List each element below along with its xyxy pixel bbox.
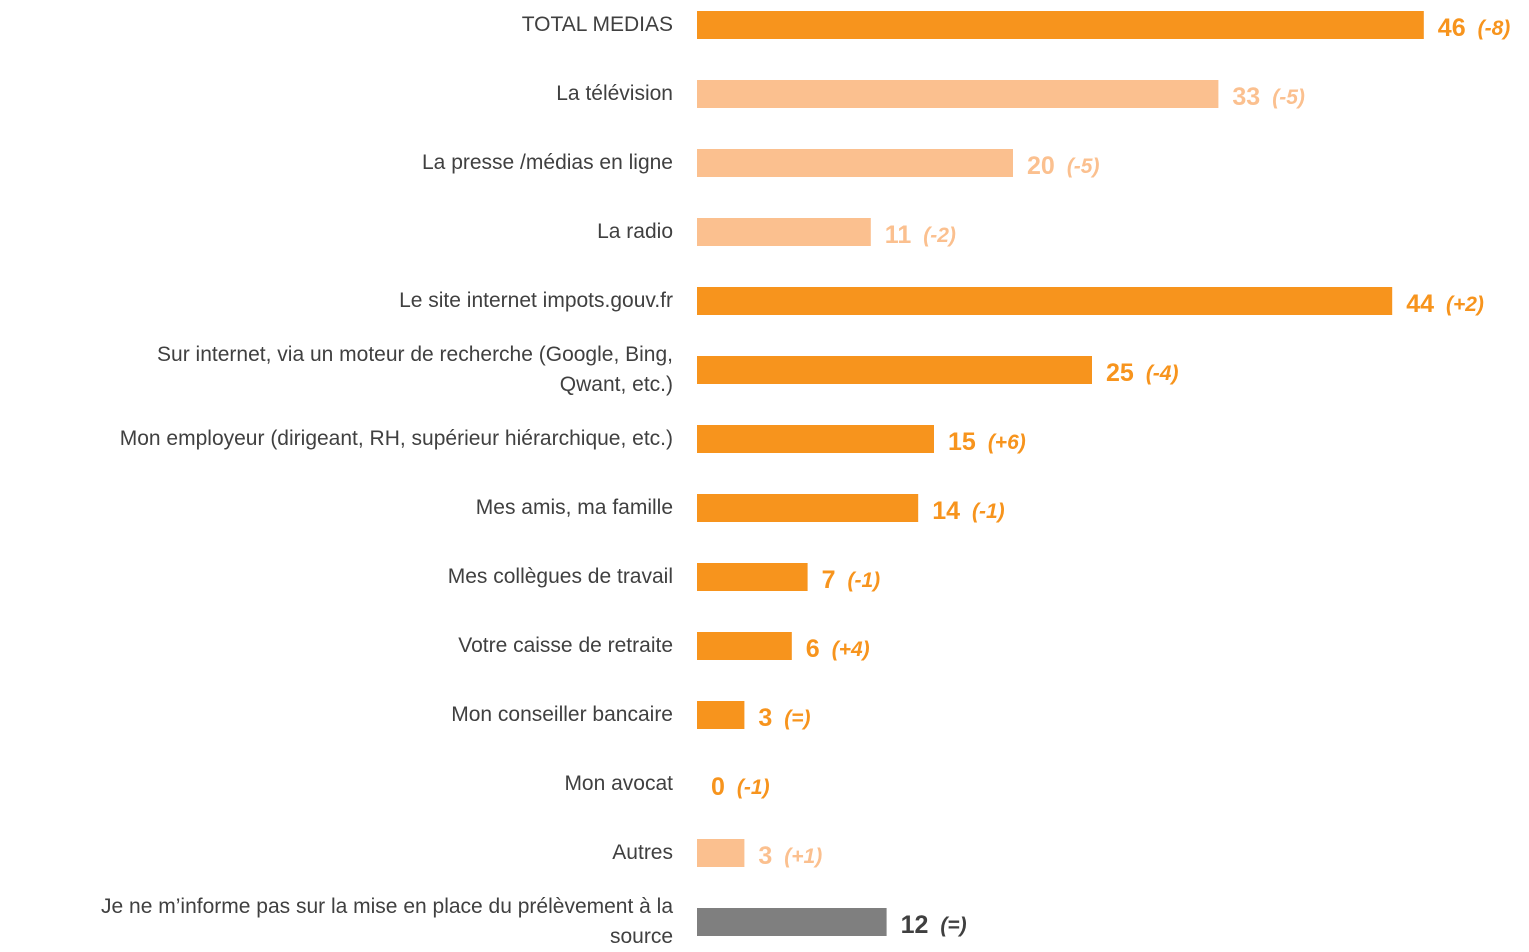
bar: [697, 218, 871, 246]
value-label-group: 0 (-1): [711, 773, 770, 801]
change-label: (+2): [1446, 293, 1484, 316]
value-label: 7: [822, 566, 836, 594]
bar: [697, 632, 792, 660]
value-label: 0: [711, 773, 725, 801]
bar: [697, 563, 808, 591]
value-label: 44: [1406, 290, 1434, 318]
value-label: 15: [948, 428, 976, 456]
bar: [697, 425, 934, 453]
bar: [697, 839, 745, 867]
value-label-group: 46 (-8): [1438, 14, 1510, 42]
bar: [697, 908, 887, 936]
change-label: (-2): [923, 224, 956, 247]
value-label: 11: [885, 221, 912, 249]
category-label: Mes collègues de travail: [447, 565, 673, 588]
category-label: Autres: [612, 841, 673, 864]
change-label: (-8): [1478, 17, 1511, 40]
value-label: 12: [901, 911, 929, 939]
value-label-group: 44 (+2): [1406, 290, 1484, 318]
change-label: (=): [784, 707, 810, 730]
change-label: (-1): [972, 500, 1005, 523]
category-label: La télévision: [556, 82, 673, 105]
value-label: 14: [932, 497, 960, 525]
bar: [697, 149, 1013, 177]
value-label-group: 15 (+6): [948, 428, 1026, 456]
change-label: (+1): [784, 845, 822, 868]
value-label-group: 33 (-5): [1232, 83, 1304, 111]
category-label: Mon conseiller bancaire: [451, 703, 673, 726]
value-label: 20: [1027, 152, 1055, 180]
value-label: 3: [758, 704, 772, 732]
category-label: La presse /médias en ligne: [422, 151, 673, 174]
value-label: 25: [1106, 359, 1134, 387]
bar: [697, 287, 1393, 315]
value-label-group: 6 (+4): [806, 635, 870, 663]
change-label: (-1): [848, 569, 881, 592]
value-label-group: 7 (-1): [822, 566, 881, 594]
value-label: 6: [806, 635, 820, 663]
change-label: (+6): [988, 431, 1026, 454]
category-label: Sur internet, via un moteur de recherche…: [157, 343, 673, 396]
bar: [697, 80, 1219, 108]
bar: [697, 701, 745, 729]
value-label-group: 3 (=): [758, 704, 810, 732]
change-label: (-4): [1146, 362, 1179, 385]
category-label: Votre caisse de retraite: [458, 634, 673, 657]
change-label: (-1): [737, 776, 770, 799]
category-label: La radio: [597, 220, 673, 243]
category-label: Je ne m’informe pas sur la mise en place…: [101, 895, 673, 948]
bar: [697, 11, 1424, 39]
category-label: Mon avocat: [564, 772, 673, 795]
value-label-group: 3 (+1): [758, 842, 822, 870]
value-label: 33: [1232, 83, 1260, 111]
change-label: (-5): [1272, 86, 1305, 109]
bar: [697, 356, 1092, 384]
value-label-group: 11 (-2): [885, 221, 956, 249]
category-label: Le site internet impots.gouv.fr: [399, 289, 673, 312]
value-label-group: 12 (=): [901, 911, 967, 939]
category-label: Mon employeur (dirigeant, RH, supérieur …: [119, 427, 673, 450]
category-label: Mes amis, ma famille: [475, 496, 673, 519]
value-label-group: 20 (-5): [1027, 152, 1099, 180]
change-label: (+4): [832, 638, 870, 661]
value-label-group: 25 (-4): [1106, 359, 1178, 387]
value-label-group: 14 (-1): [932, 497, 1004, 525]
bar: [697, 494, 919, 522]
change-label: (-5): [1067, 155, 1100, 178]
change-label: (=): [940, 914, 966, 937]
category-label: TOTAL MEDIAS: [521, 13, 673, 36]
value-label: 3: [758, 842, 772, 870]
value-label: 46: [1438, 14, 1466, 42]
